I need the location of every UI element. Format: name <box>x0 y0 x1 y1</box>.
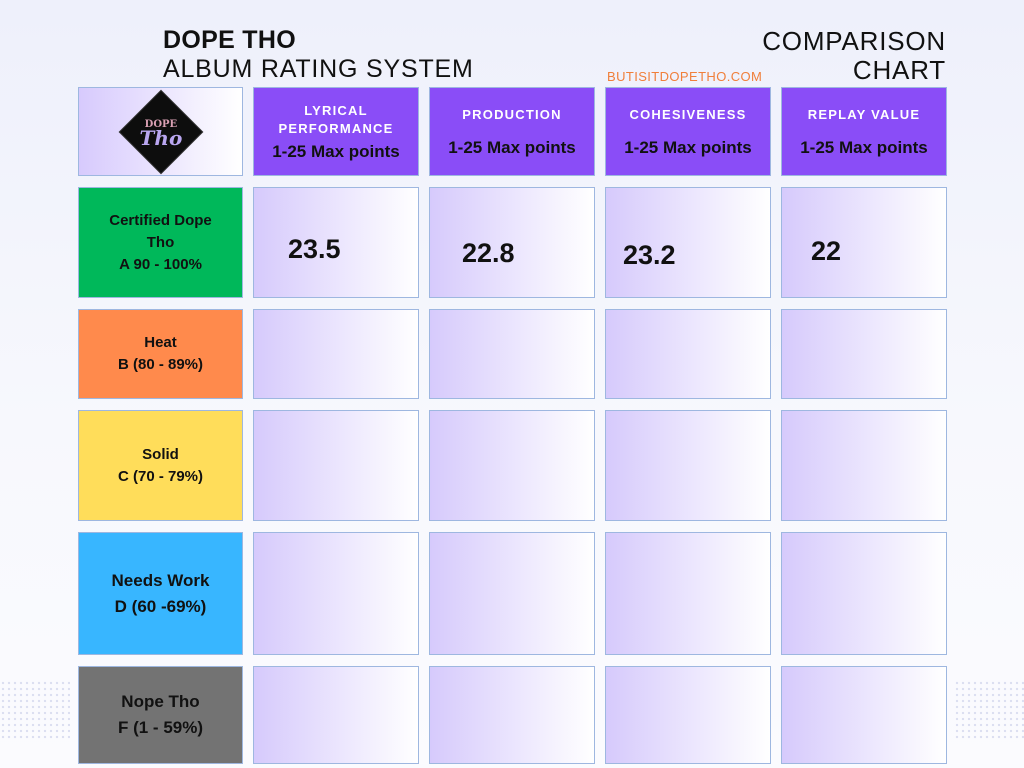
grade-label-a: Certified Dope Tho A 90 - 100% <box>78 187 243 298</box>
score-cell <box>429 309 595 399</box>
score-cell <box>253 309 419 399</box>
grade-range: F (1 - 59%) <box>117 718 204 737</box>
score-cell <box>253 187 419 298</box>
website-link[interactable]: BUTISITDOPETHO.COM <box>607 69 763 84</box>
grade-label-b: Heat B (80 - 89%) <box>78 309 243 399</box>
grade-name-line-2: Tho <box>146 233 175 251</box>
grade-range: C (70 - 79%) <box>117 467 204 485</box>
grade-name: Needs Work <box>111 570 210 590</box>
score-cell <box>429 410 595 521</box>
grade-range: D (60 -69%) <box>114 596 207 616</box>
chart-title-line-2: CHART <box>852 55 946 85</box>
column-label: LYRICAL <box>304 102 368 118</box>
title-line-2: ALBUM RATING SYSTEM <box>163 55 474 83</box>
grade-label-c: Solid C (70 - 79%) <box>78 410 243 521</box>
column-header-cohesiveness: COHESIVENESS 1-25 Max points <box>605 87 771 176</box>
score-production: 22.8 <box>462 238 515 268</box>
score-cell <box>605 532 771 655</box>
score-cohesiveness: 23.2 <box>623 240 676 270</box>
dope-tho-logo: DOPE Tho <box>119 90 202 173</box>
column-label: REPLAY VALUE <box>807 106 921 122</box>
column-header-production: PRODUCTION 1-25 Max points <box>429 87 595 176</box>
score-cell <box>253 410 419 521</box>
column-points: 1-25 Max points <box>800 137 928 157</box>
score-cell <box>781 532 947 655</box>
score-replay-value: 22 <box>811 236 842 266</box>
score-cell <box>781 309 947 399</box>
column-label: COHESIVENESS <box>629 106 747 122</box>
decorative-dots-left <box>0 680 70 740</box>
score-cell <box>253 666 419 764</box>
column-points: 1-25 Max points <box>272 141 400 161</box>
column-label: PRODUCTION <box>462 106 562 122</box>
logo-cell: DOPE Tho <box>78 87 243 176</box>
chart-title-line-1: COMPARISON <box>762 26 946 56</box>
title-line-1: DOPE THO <box>163 26 296 54</box>
grade-range: A 90 - 100% <box>119 255 202 273</box>
grade-name: Nope Tho <box>121 692 200 711</box>
grade-label-d: Needs Work D (60 -69%) <box>78 532 243 655</box>
score-cell <box>429 666 595 764</box>
grade-name: Certified Dope <box>109 211 212 229</box>
page-title: DOPE THO ALBUM RATING SYSTEM <box>163 28 474 82</box>
grade-label-f: Nope Tho F (1 - 59%) <box>78 666 243 764</box>
logo-text-bottom: Tho <box>139 124 182 149</box>
column-points: 1-25 Max points <box>624 137 752 157</box>
score-cell <box>253 532 419 655</box>
score-cell <box>605 187 771 298</box>
score-cell <box>429 532 595 655</box>
decorative-dots-right <box>954 680 1024 740</box>
score-lyrical-performance: 23.5 <box>288 234 341 264</box>
score-cell <box>605 666 771 764</box>
score-cell <box>605 309 771 399</box>
grade-name: Solid <box>142 445 179 463</box>
chart-title: COMPARISON CHART <box>762 28 946 83</box>
column-points: 1-25 Max points <box>448 137 576 157</box>
column-header-lyrical-performance: LYRICAL PERFORMANCE 1-25 Max points <box>253 87 419 176</box>
column-label-line-2: PERFORMANCE <box>278 120 394 136</box>
score-cell <box>781 666 947 764</box>
score-cell <box>781 410 947 521</box>
score-cell <box>429 187 595 298</box>
column-header-replay-value: REPLAY VALUE 1-25 Max points <box>781 87 947 176</box>
grade-range: B (80 - 89%) <box>117 356 204 373</box>
score-cell <box>605 410 771 521</box>
score-cell <box>781 187 947 298</box>
grade-name: Heat <box>144 334 177 351</box>
